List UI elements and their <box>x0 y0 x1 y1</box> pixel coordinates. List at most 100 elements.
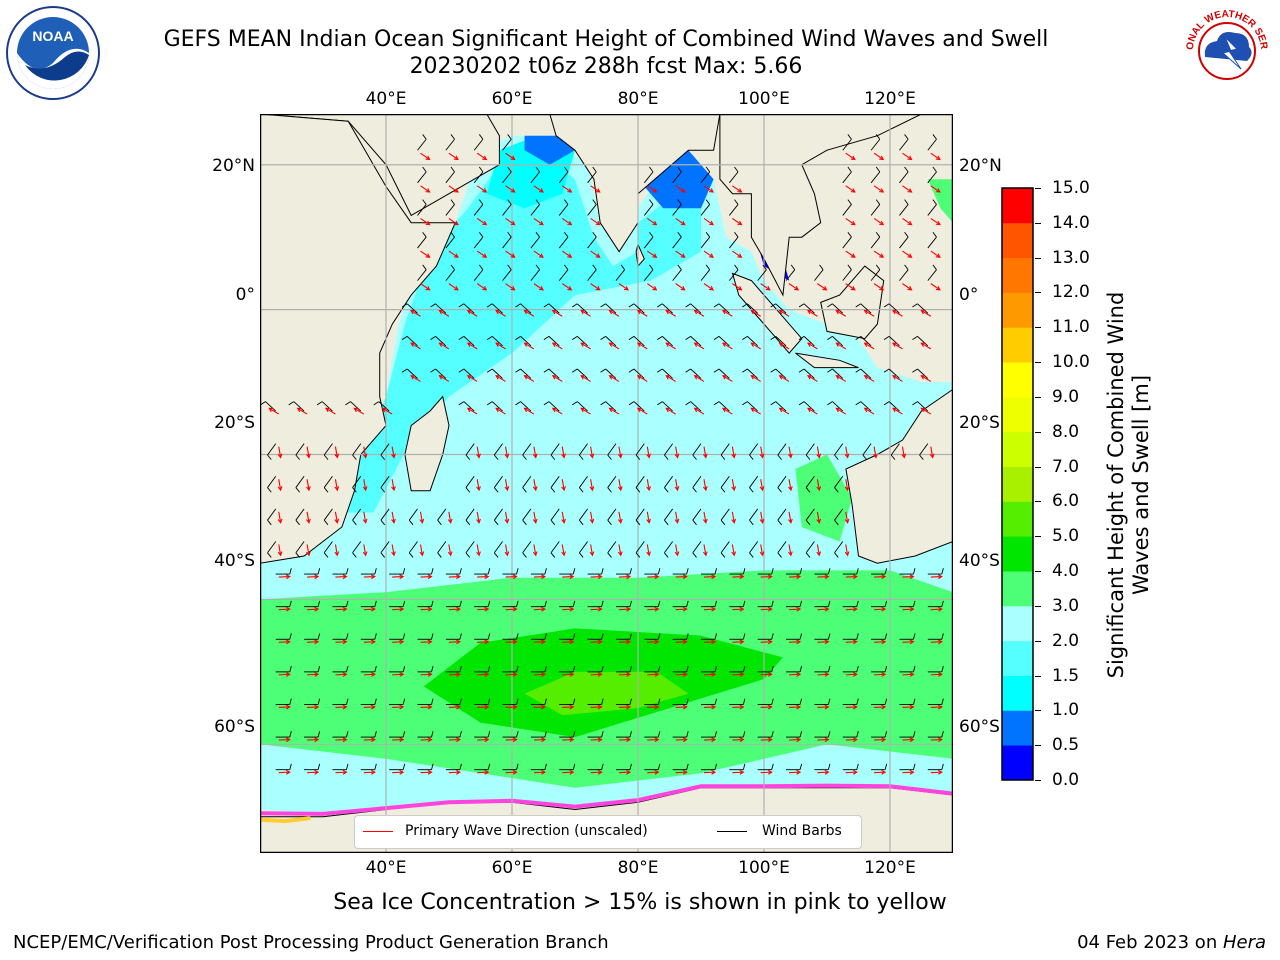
wind-barb <box>685 303 702 314</box>
wave-direction-arrow <box>590 769 603 775</box>
wave-direction-arrow <box>268 407 280 415</box>
wave-direction-arrow <box>845 672 858 677</box>
wind-barb <box>304 633 321 640</box>
wave-direction-arrow <box>495 342 506 350</box>
wave-direction-arrow <box>760 737 773 743</box>
wind-barb <box>685 336 702 347</box>
wave-direction-arrow <box>551 375 563 382</box>
colorbar-tick-mark <box>1035 536 1041 538</box>
wave-direction-arrow <box>816 511 822 524</box>
wind-barb <box>643 231 654 249</box>
wave-direction-arrow <box>817 737 830 743</box>
wave-direction-arrow <box>561 544 566 557</box>
wave-direction-arrow <box>448 639 461 645</box>
wind-barb <box>380 541 390 558</box>
wave-direction-arrow <box>778 342 790 350</box>
wave-direction-arrow <box>335 769 348 775</box>
wind-barb <box>530 731 547 738</box>
lon-tick-bottom: 120°E <box>864 858 916 878</box>
wave-direction-arrow <box>363 672 376 677</box>
wave-direction-arrow <box>873 152 885 161</box>
colorbar-box <box>1002 745 1033 781</box>
wind-barb <box>465 475 475 493</box>
wind-barb <box>899 568 916 575</box>
wind-barb <box>672 264 682 281</box>
wind-barb <box>323 443 333 460</box>
wind-barb <box>777 508 787 526</box>
wind-barb <box>445 134 455 151</box>
wave-direction-arrow <box>533 217 544 226</box>
wind-barb <box>445 264 455 281</box>
wind-barb <box>304 665 321 673</box>
wave-direction-arrow <box>646 479 651 492</box>
wind-barb <box>445 199 455 216</box>
wave-direction-arrow <box>703 769 717 775</box>
wave-direction-arrow <box>665 375 676 382</box>
wave-direction-arrow <box>806 309 818 317</box>
wave-direction-arrow <box>523 342 535 350</box>
wave-direction-arrow <box>580 342 591 350</box>
wind-barb <box>672 600 689 608</box>
wave-direction-arrow <box>420 704 433 710</box>
wave-direction-arrow <box>438 309 450 317</box>
wave-direction-arrow <box>306 479 311 492</box>
colorbar-box <box>1002 222 1033 259</box>
colorbar-box <box>1002 362 1033 398</box>
colorbar-box <box>1002 571 1033 607</box>
colorbar-tick-label: 1.0 <box>1052 700 1080 721</box>
wave-direction-arrow <box>760 639 773 645</box>
wave-direction-arrow <box>760 672 773 677</box>
wave-direction-arrow <box>420 672 433 677</box>
wave-direction-arrow <box>750 309 761 317</box>
wind-barb <box>615 698 632 705</box>
wave-direction-arrow <box>392 574 405 580</box>
wave-direction-arrow <box>816 446 822 459</box>
wave-direction-arrow <box>789 639 802 645</box>
wind-barb <box>323 541 333 558</box>
wave-direction-arrow <box>930 185 941 193</box>
wind-barb <box>389 698 406 705</box>
wave-direction-arrow <box>646 250 658 258</box>
wave-direction-arrow <box>835 309 847 317</box>
wind-barb <box>360 665 377 673</box>
wind-barb <box>883 336 900 347</box>
wind-barb <box>786 633 803 640</box>
wave-direction-arrow <box>589 544 595 557</box>
wind-barb <box>417 698 434 705</box>
wave-direction-arrow <box>636 342 648 350</box>
wind-barb <box>664 475 674 493</box>
wind-barb <box>899 134 909 151</box>
wave-direction-arrow <box>477 769 490 775</box>
wave-direction-arrow <box>806 375 818 382</box>
wind-barb <box>749 443 759 460</box>
wind-barb <box>515 336 532 347</box>
colorbar-tick-mark <box>1035 362 1041 364</box>
wind-barb <box>550 508 560 526</box>
wave-direction-arrow <box>721 309 733 317</box>
wind-barb <box>401 303 418 314</box>
sea-ice-band <box>260 783 953 824</box>
wave-direction-arrow <box>817 283 828 291</box>
wind-barb <box>871 568 888 575</box>
wave-direction-arrow <box>504 446 510 459</box>
wind-barb <box>465 541 475 558</box>
wave-direction-arrow <box>760 606 773 612</box>
wave-direction-arrow <box>844 544 850 557</box>
wind-barb <box>701 698 717 705</box>
wind-barb <box>742 401 759 412</box>
wave-direction-arrow <box>693 375 705 382</box>
wave-direction-arrow <box>410 342 421 350</box>
wave-direction-arrow <box>646 185 658 193</box>
wave-direction-arrow <box>930 737 943 743</box>
wave-direction-arrow <box>307 737 320 743</box>
wave-direction-arrow <box>703 283 715 291</box>
wave-direction-arrow <box>448 606 461 612</box>
wave-direction-arrow <box>873 217 885 226</box>
wind-barb <box>493 541 503 558</box>
map-border <box>260 114 953 853</box>
wind-barb <box>912 401 929 412</box>
wave-direction-arrow <box>930 672 943 677</box>
wind-barb <box>713 368 730 379</box>
wave-direction-arrow <box>533 672 547 677</box>
wave-direction-arrow <box>845 704 858 710</box>
